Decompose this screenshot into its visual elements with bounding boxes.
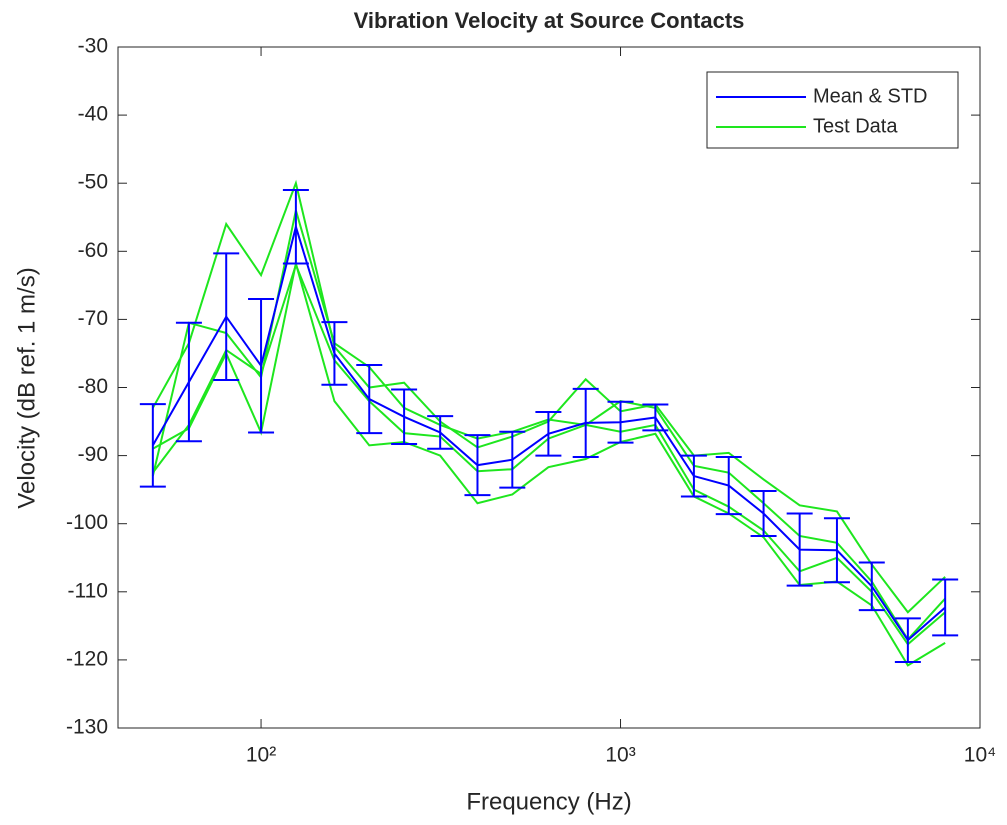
y-tick-label: -80 (78, 375, 108, 398)
x-tick-label: 10³ (605, 744, 635, 767)
y-tick-label: -130 (66, 716, 108, 739)
x-axis-label: Frequency (Hz) (466, 788, 631, 815)
y-tick-label: -60 (78, 239, 108, 262)
legend-label: Mean & STD (813, 85, 927, 107)
legend-label: Test Data (813, 115, 898, 137)
y-tick-label: -30 (78, 35, 108, 58)
y-tick-label: -50 (78, 171, 108, 194)
y-tick-label: -90 (78, 443, 108, 466)
test-line (152, 263, 946, 667)
x-tick-label: 10² (246, 744, 276, 767)
x-tick-label: 10⁴ (964, 744, 996, 767)
legend-box (706, 71, 959, 149)
y-tick-label: -120 (66, 647, 108, 670)
y-tick-label: -40 (78, 103, 108, 126)
y-tick-label: -100 (66, 511, 108, 534)
plot-box (117, 46, 981, 729)
y-tick-label: -70 (78, 307, 108, 330)
y-axis-label: Velocity (dB ref. 1 m/s) (13, 267, 40, 508)
chart-title: Vibration Velocity at Source Contacts (354, 8, 745, 33)
y-tick-label: -110 (68, 579, 108, 602)
